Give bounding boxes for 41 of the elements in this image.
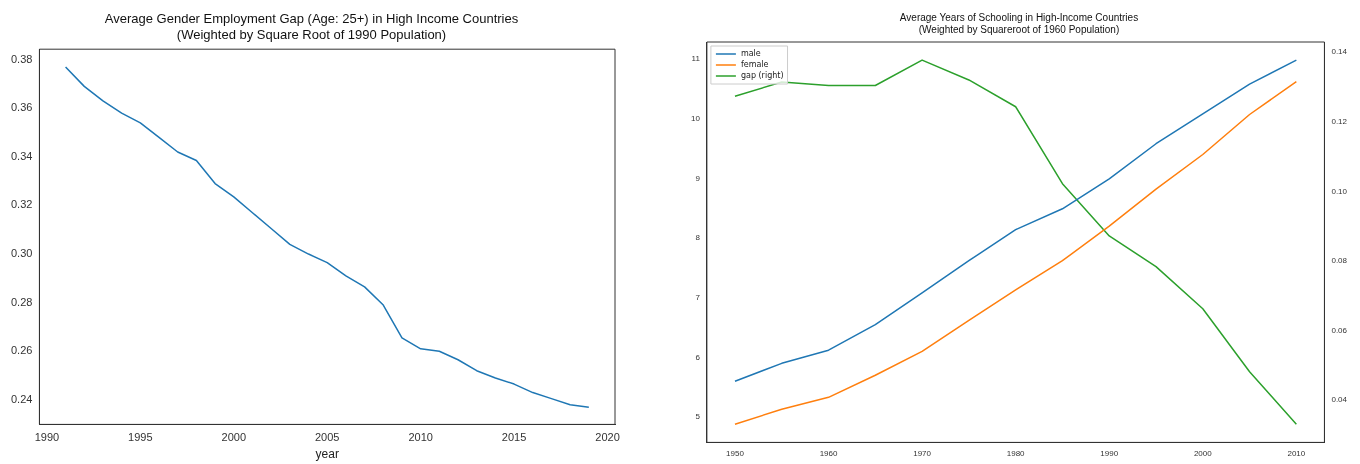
y2-tick-label: 0.04: [1331, 395, 1348, 405]
y-tick-label: 0.30: [10, 247, 33, 260]
y2-tick-label: 0.08: [1331, 256, 1348, 266]
y2-tick-label: 0.06: [1331, 325, 1348, 335]
chart-title: Average Years of Schooling in High-Income Countries (Weighted by Squareroot of 1960 Population): [899, 11, 1139, 35]
legend-label: gap (right): [740, 71, 784, 81]
x-tick-label: 1950: [726, 449, 745, 459]
x-tick-label: 1995: [128, 431, 153, 444]
y-tick-label: 0.32: [10, 198, 33, 211]
y-tick-label: 0.38: [10, 52, 33, 65]
y-tick-label: 0.34: [10, 149, 33, 162]
y-tick-label: 10: [690, 113, 701, 123]
x-tick-label: 2010: [408, 431, 433, 444]
x-tick-label: 1980: [1006, 449, 1026, 459]
x-tick-label: 2005: [314, 431, 340, 444]
x-tick-label: 2000: [221, 431, 247, 444]
y-tick-label: 9: [695, 173, 701, 183]
x-tick-label: 1990: [34, 431, 60, 444]
x-tick-label: 1990: [1100, 449, 1119, 459]
y-tick-label: 5: [695, 412, 701, 422]
chart-title: Average Gender Employment Gap (Age: 25+) in High Income Countries (Weighted by Square Root of 1990 Population): [104, 11, 519, 42]
x-tick-label: 2000: [1193, 449, 1213, 459]
y-tick-label: 0.26: [10, 344, 33, 357]
y-tick-label: 0.28: [10, 295, 33, 308]
x-axis-title: year: [315, 447, 339, 462]
legend-label: female: [740, 60, 769, 70]
x-tick-label: 2020: [595, 431, 620, 444]
y2-tick-label: 0.10: [1331, 186, 1348, 196]
y-tick-label: 8: [695, 233, 701, 243]
x-tick-label: 2010: [1287, 449, 1306, 459]
x-tick-label: 1960: [819, 449, 838, 459]
legend-label: male: [740, 49, 761, 59]
y-tick-label: 6: [695, 352, 701, 362]
x-tick-label: 1970: [913, 449, 932, 459]
y-tick-label: 0.36: [10, 101, 33, 114]
y-tick-label: 7: [695, 292, 701, 302]
y-tick-label: 11: [691, 54, 701, 64]
y2-tick-label: 0.12: [1331, 116, 1348, 126]
y-tick-label: 0.24: [10, 392, 33, 405]
x-tick-label: 2015: [501, 431, 527, 444]
y2-tick-label: 0.14: [1331, 47, 1348, 57]
